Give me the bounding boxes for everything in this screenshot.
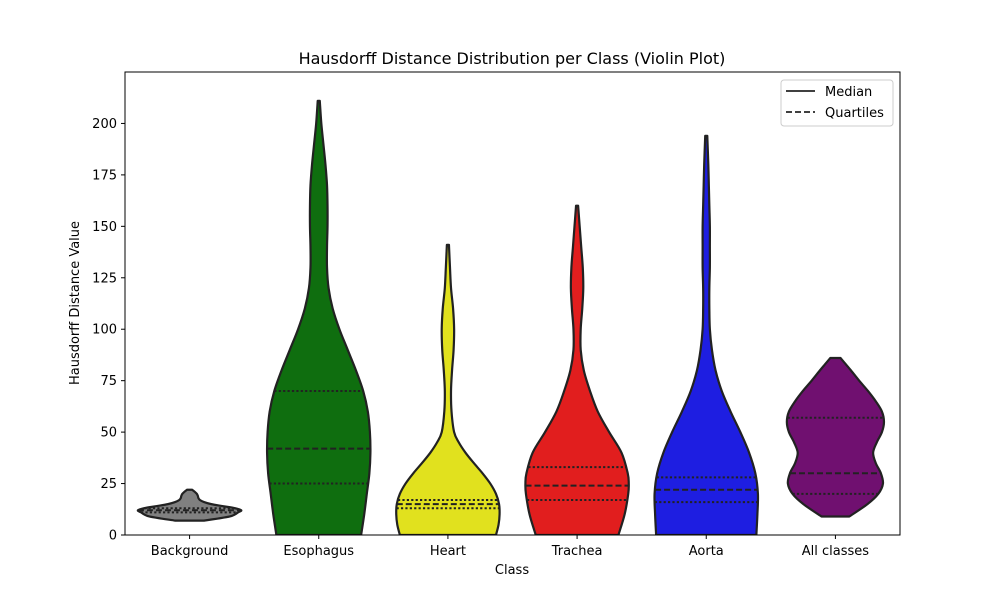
legend-quartiles-label: Quartiles [825, 106, 884, 121]
violin-body [653, 134, 760, 535]
x-tick-label: Esophagus [283, 544, 354, 559]
y-tick-label: 0 [109, 529, 117, 544]
legend: Median Quartiles [780, 79, 894, 127]
x-axis-label: Class [495, 563, 529, 578]
x-axis: Background Esophagus Heart Trachea Aorta All … [151, 535, 869, 559]
y-tick-label: 75 [100, 374, 117, 389]
y-tick-label: 50 [100, 426, 117, 441]
y-tick-label: 175 [92, 168, 117, 183]
violin-body [524, 204, 630, 535]
y-tick-label: 100 [92, 323, 117, 338]
y-tick-label: 125 [92, 271, 117, 286]
violin-body [785, 356, 886, 518]
y-tick-label: 25 [100, 477, 117, 492]
violin-group [136, 99, 886, 535]
x-tick-label: Trachea [551, 544, 603, 559]
chart-title: Hausdorff Distance Distribution per Clas… [299, 49, 726, 68]
violin-body [395, 243, 501, 535]
x-tick-label: Heart [430, 544, 466, 559]
x-tick-label: All classes [802, 544, 870, 559]
plot-background [125, 72, 900, 535]
y-tick-label: 150 [92, 220, 117, 235]
y-tick-label: 200 [92, 117, 117, 132]
y-axis-label: Hausdorff Distance Value [68, 221, 83, 385]
x-tick-label: Background [151, 544, 229, 559]
x-tick-label: Aorta [689, 544, 724, 559]
plot-frame [124, 71, 901, 536]
legend-median-label: Median [825, 85, 872, 100]
y-axis: 0 25 50 75 100 125 150 175 200 [92, 117, 125, 544]
